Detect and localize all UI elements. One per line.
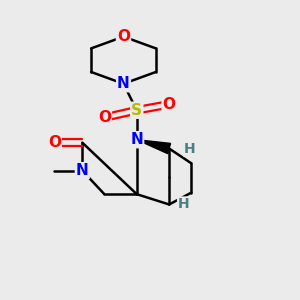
Text: N: N: [117, 76, 130, 91]
Text: H: H: [184, 142, 196, 155]
Text: N: N: [130, 132, 143, 147]
Text: O: O: [48, 135, 61, 150]
Text: O: O: [98, 110, 111, 125]
Text: N: N: [76, 163, 89, 178]
Text: O: O: [117, 29, 130, 44]
Polygon shape: [137, 140, 170, 154]
Text: O: O: [163, 97, 176, 112]
Text: S: S: [131, 103, 142, 118]
Text: H: H: [178, 197, 190, 212]
